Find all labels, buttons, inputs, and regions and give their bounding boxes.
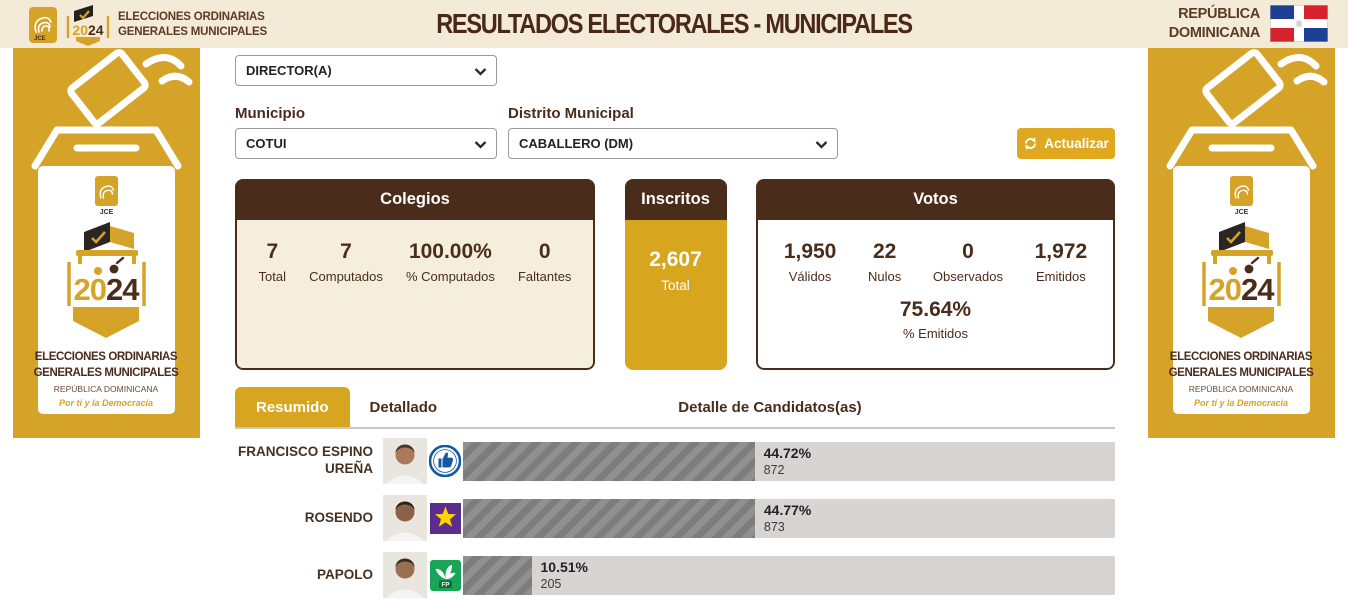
tab-resumido[interactable]: Resumido bbox=[235, 387, 350, 427]
votos-card-title: Votos bbox=[756, 179, 1115, 220]
svg-text:2024: 2024 bbox=[74, 272, 141, 307]
svg-text:Por ti y la Democracia: Por ti y la Democracia bbox=[59, 398, 153, 408]
stat-faltantes: 0 Faltantes bbox=[517, 240, 572, 284]
inscritos-total-value: 2,607 bbox=[649, 248, 702, 271]
party-logo-star-icon bbox=[429, 502, 461, 534]
distrito-label: Distrito Municipal bbox=[508, 105, 634, 122]
result-values: 44.72% 872 bbox=[763, 444, 812, 477]
svg-text:REPÚBLICA DOMINICANA: REPÚBLICA DOMINICANA bbox=[54, 384, 159, 394]
header-logo-text: ELECCIONES ORDINARIAS GENERALES MUNICIPA… bbox=[118, 11, 267, 38]
jce-logo: JCE 2024 ELECCIONES ORDINARIAS GENERALES… bbox=[28, 4, 267, 46]
stat-observados: 0 Observados bbox=[932, 240, 1003, 284]
result-values: 44.77% 873 bbox=[763, 501, 812, 534]
results-tabbar: Resumido Detallado Detalle de Candidatos… bbox=[235, 387, 1115, 429]
svg-text:GENERALES MUNICIPALES: GENERALES MUNICIPALES bbox=[1169, 367, 1314, 379]
result-bar-fill bbox=[463, 555, 532, 595]
candidate-photo bbox=[383, 495, 427, 541]
candidate-row: PAPOLO FP bbox=[235, 551, 1115, 599]
stat-pct-computados: 100.00% % Computados bbox=[405, 240, 495, 284]
stat-validos: 1,950 Válidos bbox=[783, 240, 837, 284]
stat-nulos: 22 Nulos bbox=[868, 240, 902, 284]
candidate-photo bbox=[383, 438, 427, 484]
left-banner: JCE 2024 ELECCIONES ORDINARIAS GENERALES… bbox=[13, 48, 200, 438]
stat-computados: 7 Computados bbox=[309, 240, 383, 284]
municipio-label: Municipio bbox=[235, 105, 305, 122]
candidates-list: FRANCISCO ESPINO UREÑA bbox=[235, 437, 1115, 599]
country-label: REPÚBLICA DOMINICANA bbox=[1168, 6, 1261, 41]
distrito-select-wrap: CABALLERO (DM) bbox=[508, 128, 838, 159]
colegios-card: Colegios 7 Total 7 Computados 100.00% bbox=[235, 179, 595, 370]
fingerprint-icon: JCE bbox=[29, 7, 57, 43]
stat-pct-emitidos: 75.64% % Emitidos bbox=[899, 298, 972, 341]
svg-text:REPÚBLICA DOMINICANA: REPÚBLICA DOMINICANA bbox=[1189, 384, 1294, 394]
candidates-section-title: Detalle de Candidatos(as) bbox=[678, 399, 862, 416]
candidate-row: FRANCISCO ESPINO UREÑA bbox=[235, 437, 1115, 485]
municipio-select-wrap: COTUI bbox=[235, 128, 497, 159]
inscritos-card-title: Inscritos bbox=[624, 179, 727, 220]
refresh-icon bbox=[1025, 136, 1037, 151]
votos-card: Votos 1,950 Válidos 22 Nulos 0 bbox=[756, 179, 1115, 370]
stat-total: 7 Total bbox=[258, 240, 287, 284]
svg-text:2024: 2024 bbox=[72, 22, 103, 38]
municipio-select[interactable]: COTUI bbox=[236, 129, 496, 158]
top-header: JCE 2024 ELECCIONES ORDINARIAS GENERALES… bbox=[0, 0, 1348, 48]
candidate-row: ROSENDO 44.77% 87 bbox=[235, 494, 1115, 542]
actualizar-button[interactable]: Actualizar bbox=[1017, 128, 1115, 159]
party-logo-thumbs-up-icon bbox=[429, 445, 461, 477]
right-banner: JCE 2024 ELECCIONES ORDINARIAS GENERALES… bbox=[1148, 48, 1335, 438]
position-select-wrap: DIRECTOR(A) bbox=[235, 55, 497, 86]
dominican-flag-icon bbox=[1270, 5, 1328, 42]
inscritos-card: Inscritos 2,607 Total bbox=[624, 179, 727, 370]
position-select[interactable]: DIRECTOR(A) bbox=[236, 56, 496, 85]
result-bar-fill bbox=[463, 498, 755, 538]
result-bar: 44.72% 872 bbox=[463, 441, 1115, 481]
result-bar-fill bbox=[463, 441, 755, 481]
page-title: RESULTADOS ELECTORALES - MUNICIPALES bbox=[436, 8, 913, 39]
svg-text:ELECCIONES ORDINARIAS: ELECCIONES ORDINARIAS bbox=[35, 351, 178, 363]
result-bar: 10.51% 205 bbox=[463, 555, 1115, 595]
stat-emitidos: 1,972 Emitidos bbox=[1034, 240, 1088, 284]
candidate-name: PAPOLO bbox=[316, 566, 373, 582]
inscritos-total-label: Total bbox=[661, 278, 690, 293]
result-bar: 44.77% 873 bbox=[463, 498, 1115, 538]
svg-text:JCE: JCE bbox=[1235, 209, 1249, 216]
main-content: DIRECTOR(A) Municipio Distrito Municipal… bbox=[235, 48, 1115, 601]
result-values: 10.51% 205 bbox=[540, 558, 588, 591]
svg-text:Por ti y la Democracia: Por ti y la Democracia bbox=[1194, 398, 1288, 408]
party-logo-fp-icon: FP bbox=[429, 559, 461, 591]
svg-text:GENERALES MUNICIPALES: GENERALES MUNICIPALES bbox=[34, 367, 179, 379]
ballot-box-2024-icon: 2024 bbox=[66, 5, 110, 46]
ballot-banner-art: JCE 2024 ELECCIONES ORDINARIAS GENERALES… bbox=[13, 48, 200, 438]
distrito-select[interactable]: CABALLERO (DM) bbox=[509, 129, 837, 158]
colegios-card-title: Colegios bbox=[235, 179, 595, 220]
candidate-name: FRANCISCO ESPINO UREÑA bbox=[237, 444, 373, 476]
tab-detallado[interactable]: Detallado bbox=[369, 399, 438, 416]
country-block: REPÚBLICA DOMINICANA bbox=[1169, 5, 1328, 42]
ballot-banner-art: JCE 2024 ELECCIONES ORDINARIAS GENERALES… bbox=[1148, 48, 1335, 438]
svg-text:JCE: JCE bbox=[34, 36, 46, 42]
svg-text:FP: FP bbox=[441, 581, 449, 588]
candidate-name: ROSENDO bbox=[304, 509, 373, 525]
svg-text:JCE: JCE bbox=[100, 209, 114, 216]
candidate-photo bbox=[383, 552, 427, 598]
svg-text:2024: 2024 bbox=[1209, 272, 1276, 307]
svg-text:ELECCIONES ORDINARIAS: ELECCIONES ORDINARIAS bbox=[1170, 351, 1313, 363]
